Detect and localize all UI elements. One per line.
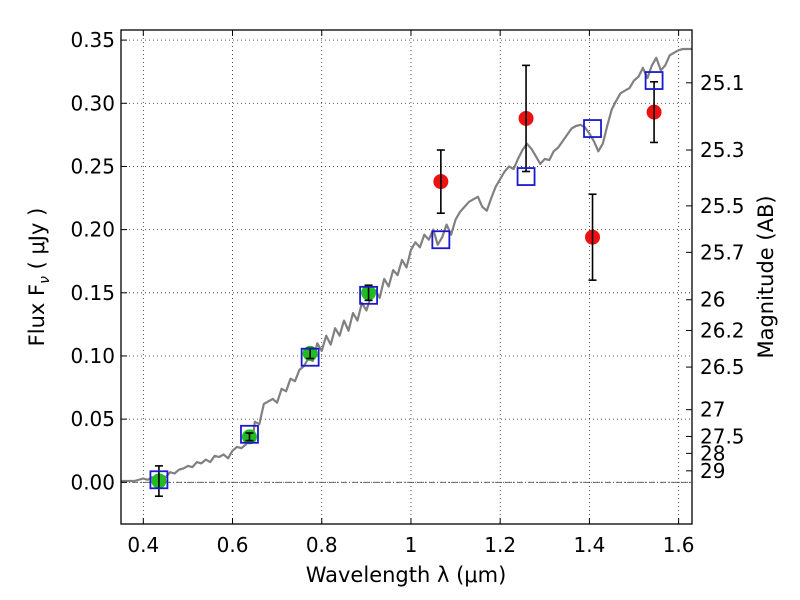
model-square-3 — [359, 285, 378, 305]
y-axis-label: Flux Fν ( μJy ) — [25, 208, 53, 347]
x-tick-label-2: 0.8 — [306, 533, 338, 557]
spectrum-line — [121, 47, 692, 483]
series-layer — [121, 47, 692, 498]
plot-frame — [120, 29, 693, 525]
y-tick-label-5: 0.25 — [70, 154, 115, 178]
x-tick-label-0: 0.4 — [127, 533, 159, 557]
y-tick-label-4: 0.20 — [70, 218, 115, 242]
model-square-0 — [149, 470, 169, 490]
tick-layer: 0.4 0.6 0.8 1 1.2 1.4 1.6 0.00 0.05 0.10 0.15 0.20 0… — [70, 28, 744, 557]
right-tick-label-0: 25.1 — [700, 71, 745, 95]
model-square-5 — [516, 167, 536, 186]
grid-layer — [121, 30, 692, 524]
right-axis-label: Magnitude (AB) — [754, 195, 778, 358]
y-axis-label-main: Flux F — [25, 284, 49, 346]
x-tick-label-5: 1.4 — [573, 533, 605, 557]
y-tick-label-6: 0.30 — [70, 91, 115, 115]
y-tick-label-7: 0.35 — [70, 28, 115, 52]
right-tick-label-3: 25.7 — [700, 240, 745, 264]
right-tick-label-9: 28 — [700, 441, 725, 465]
model-square-4 — [431, 230, 451, 250]
y-tick-label-1: 0.05 — [70, 407, 115, 431]
x-tick-label-3: 1 — [405, 533, 418, 557]
model-square-1 — [240, 424, 259, 444]
y-tick-label-0: 0.00 — [70, 470, 115, 494]
model-square-7 — [644, 71, 664, 90]
model-square-6 — [583, 119, 602, 138]
x-tick-label-6: 1.6 — [663, 533, 695, 557]
y-tick-label-3: 0.15 — [70, 281, 115, 305]
x-tick-label-1: 0.6 — [217, 533, 249, 557]
right-tick-label-10: 29 — [700, 459, 725, 483]
right-tick-label-7: 27 — [700, 398, 725, 422]
right-tick-label-2: 25.5 — [700, 194, 745, 218]
y-axis-label-subscript: ν — [37, 276, 53, 284]
y-axis-label-unit: ( μJy ) — [25, 208, 49, 276]
right-tick-label-4: 26 — [700, 288, 725, 312]
y-tick-label-2: 0.10 — [70, 344, 115, 368]
x-tick-label-4: 1.2 — [484, 533, 516, 557]
right-tick-label-6: 26.5 — [700, 355, 745, 379]
right-tick-label-1: 25.3 — [700, 138, 745, 162]
right-tick-label-8: 27.5 — [700, 424, 745, 448]
x-axis-label: Wavelength λ (μm) — [306, 563, 507, 587]
model-square-2 — [300, 347, 320, 367]
right-tick-label-5: 26.2 — [700, 318, 745, 342]
